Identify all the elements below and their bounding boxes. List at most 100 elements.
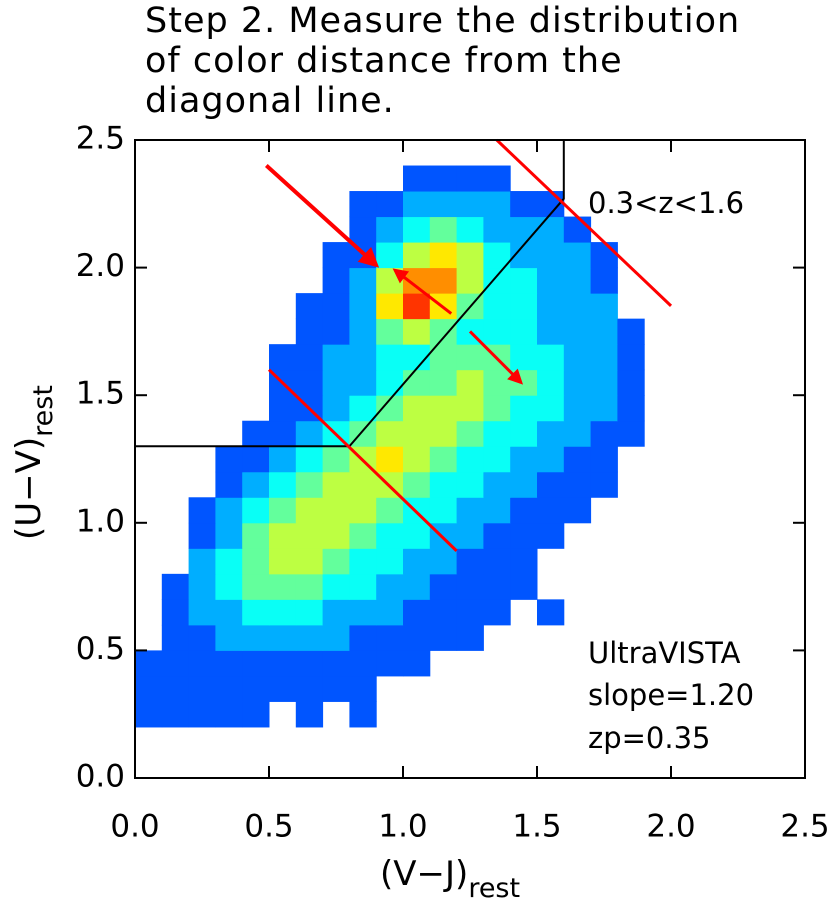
heatmap-cell [376, 242, 404, 269]
heatmap-cell [456, 522, 484, 549]
heatmap-cell [322, 242, 350, 269]
heatmap-cell [429, 548, 458, 575]
heatmap-cell [322, 344, 350, 371]
heatmap-cell [456, 471, 484, 498]
heatmap-cell [456, 165, 484, 192]
heatmap-cell [429, 369, 458, 396]
heatmap-cell [188, 599, 216, 626]
heatmap-cell [161, 624, 190, 651]
heatmap-cell [590, 420, 618, 447]
heatmap-cell [590, 395, 618, 422]
heatmap-cell [403, 165, 431, 192]
heatmap-cell [537, 369, 565, 396]
heatmap-cell [483, 165, 511, 192]
heatmap-cell [295, 293, 324, 320]
heatmap-cell [349, 267, 377, 294]
heatmap-cell [269, 522, 297, 549]
heatmap-cell [215, 675, 243, 702]
heatmap-cell [242, 624, 270, 651]
heatmap-cell [376, 624, 404, 651]
x-tick-label: 1.0 [378, 809, 427, 845]
heatmap-cell [537, 293, 565, 320]
heatmap-cell [563, 242, 592, 269]
heatmap-cell [617, 318, 645, 345]
heatmap-cell [322, 471, 350, 498]
heatmap-cell [429, 395, 458, 422]
guide-line [135, 140, 565, 448]
heatmap-cell [188, 624, 216, 651]
heatmap-cell [456, 267, 484, 294]
plot-frame [134, 139, 806, 779]
heatmap-cell [456, 573, 484, 600]
heatmap-cell [242, 522, 270, 549]
heatmap-cell [242, 573, 270, 600]
heatmap-cell [269, 420, 297, 447]
heatmap-cell [429, 191, 458, 218]
heatmap-cell [215, 471, 243, 498]
heatmap-cell [537, 216, 565, 243]
heatmap-cell [537, 471, 565, 498]
heatmap-cell [510, 420, 538, 447]
arrow [468, 330, 524, 385]
heatmap-cell [617, 369, 645, 396]
heatmap-cell [403, 650, 431, 677]
arrow [264, 164, 380, 268]
heatmap-cell [483, 497, 511, 524]
heatmap-cell [403, 242, 431, 269]
heatmap-cell [322, 497, 350, 524]
heatmap-cell [295, 471, 324, 498]
heatmap-cell [456, 446, 484, 473]
heatmap-cell [295, 522, 324, 549]
chart-title: of color distance from the [145, 41, 623, 81]
x-tick-label: 0.0 [110, 809, 159, 845]
heatmap-cell [510, 369, 538, 396]
heatmap-cell [242, 548, 270, 575]
heatmap-cell [590, 267, 618, 294]
heatmap-cell [376, 369, 404, 396]
heatmap-cell [295, 446, 324, 473]
heatmap-cell [188, 497, 216, 524]
heatmap-cell [403, 216, 431, 243]
heatmap-cell [349, 599, 377, 626]
heatmap-cell [483, 548, 511, 575]
heatmap-cell [376, 293, 404, 320]
heatmap-cell [483, 293, 511, 320]
heatmap-cell [242, 650, 270, 677]
heatmap-cell [456, 497, 484, 524]
heatmap-cell [483, 471, 511, 498]
heatmap-cell [563, 267, 592, 294]
heatmap-cell [483, 191, 511, 218]
heatmap-cell [349, 497, 377, 524]
heatmap-cell [590, 471, 618, 498]
heatmap-cell [295, 675, 324, 702]
heatmap-cell [510, 522, 538, 549]
heatmap-cell [322, 548, 350, 575]
heatmap-cell [269, 599, 297, 626]
heatmap-cell [429, 573, 458, 600]
heatmap-cell [188, 573, 216, 600]
heatmap-cell [376, 216, 404, 243]
heatmap-cell [403, 471, 431, 498]
heatmap-cell [403, 522, 431, 549]
heatmap-cell [483, 267, 511, 294]
heatmap-cell [376, 573, 404, 600]
y-tick-label: 2.5 [76, 121, 125, 157]
heatmap-cell [510, 497, 538, 524]
heatmap-cell [510, 446, 538, 473]
heatmap-cell [215, 650, 243, 677]
heatmap-cell [510, 191, 538, 218]
heatmap-cell [349, 318, 377, 345]
heatmap-cell [295, 497, 324, 524]
heatmap-cell [456, 369, 484, 396]
heatmap-cell [483, 369, 511, 396]
heatmap-cell [188, 701, 216, 728]
heatmap-cell [349, 650, 377, 677]
heatmap-cell [215, 573, 243, 600]
heatmap-cell [376, 548, 404, 575]
heatmap-cell [456, 420, 484, 447]
heatmap-cell [429, 242, 458, 269]
heatmap-cell [269, 471, 297, 498]
heatmap-cell [295, 344, 324, 371]
heatmap-cell [295, 420, 324, 447]
